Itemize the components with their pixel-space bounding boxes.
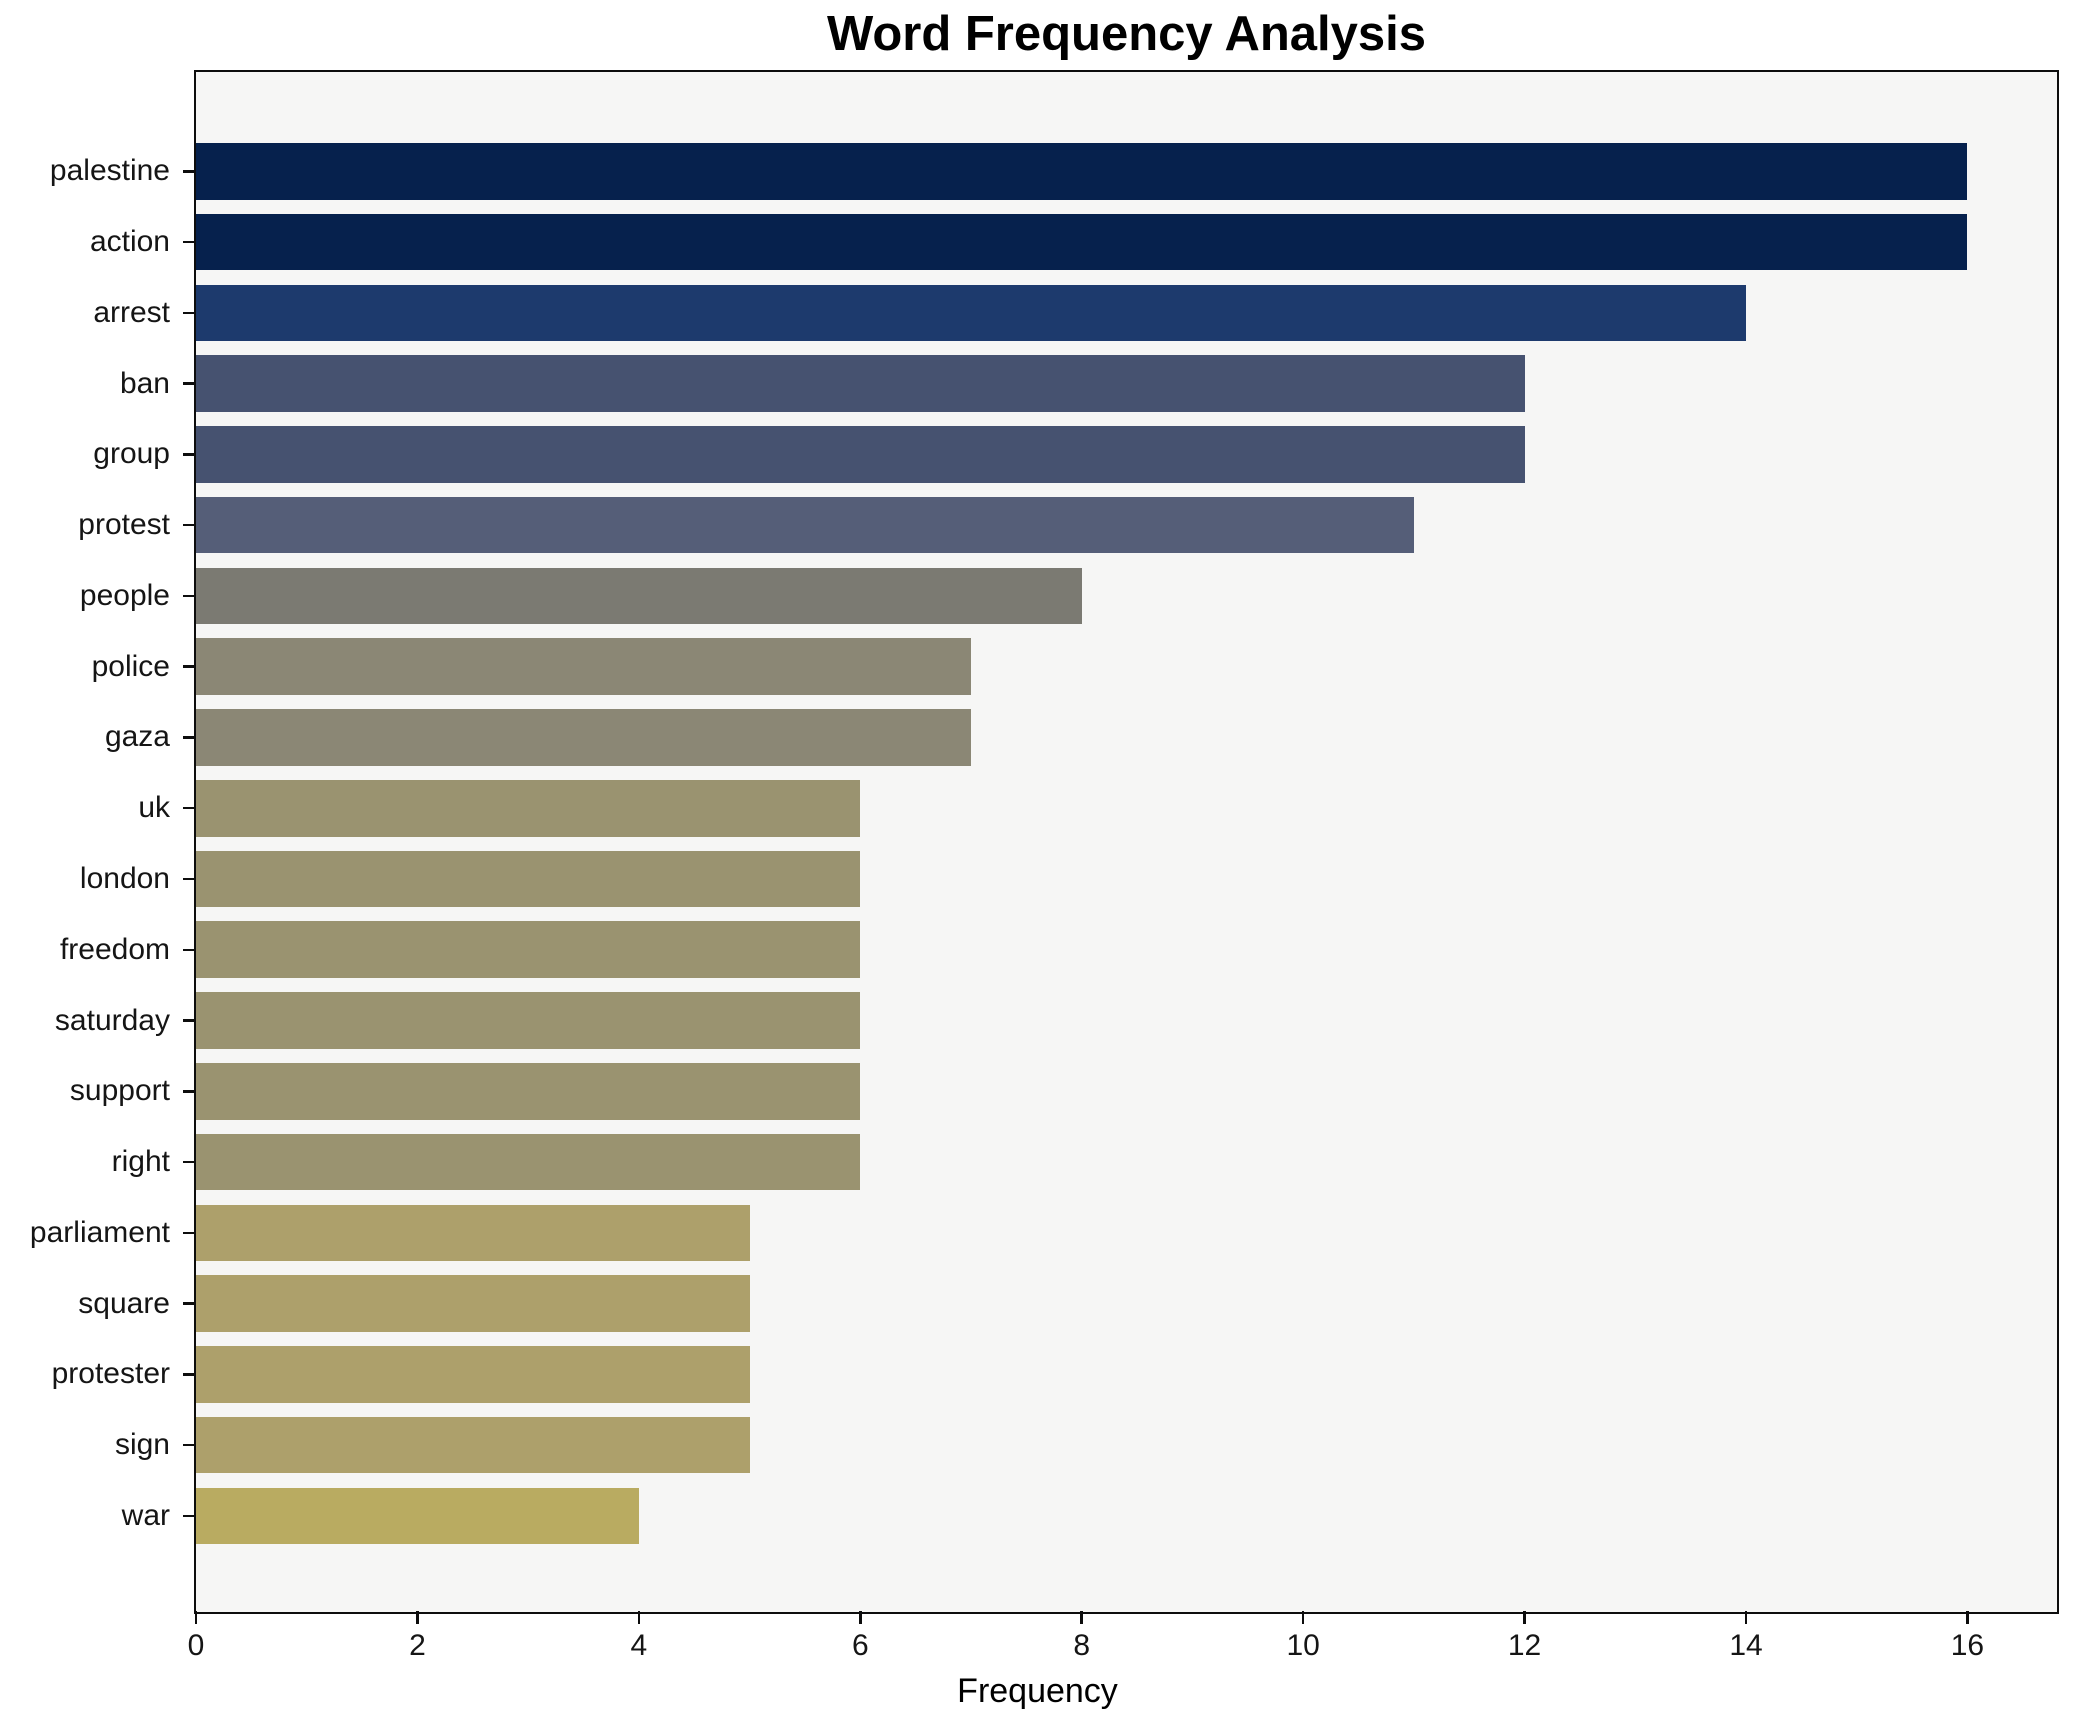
- x-tick-mark: [1080, 1611, 1083, 1624]
- y-tick-mark: [183, 1231, 196, 1235]
- y-tick-label-protest: protest: [78, 508, 170, 542]
- bar-sign: [196, 1416, 750, 1474]
- y-tick-label-protester: protester: [51, 1357, 170, 1391]
- y-tick-label-people: people: [79, 578, 170, 612]
- bar-london: [196, 850, 861, 908]
- bar-palestine: [196, 143, 1968, 200]
- y-tick-label-police: police: [91, 649, 170, 683]
- x-tick-mark: [1523, 1611, 1526, 1624]
- y-tick-label-right: right: [111, 1145, 170, 1179]
- y-tick-label-arrest: arrest: [93, 295, 170, 329]
- y-tick-label-uk: uk: [138, 791, 170, 825]
- bar-ban: [196, 355, 1525, 412]
- y-tick-mark: [183, 1373, 196, 1376]
- y-tick-mark: [183, 311, 196, 315]
- y-tick-mark: [183, 665, 196, 668]
- y-tick-label-support: support: [69, 1074, 170, 1108]
- bar-group: [196, 426, 1525, 483]
- y-tick-label-group: group: [93, 437, 170, 471]
- chart-title: Word Frequency Analysis: [826, 7, 1427, 61]
- x-tick-mark: [194, 1611, 198, 1624]
- x-tick-mark: [416, 1611, 419, 1624]
- bar-arrest: [196, 284, 1746, 342]
- bar-action: [196, 213, 1968, 271]
- y-tick-mark: [183, 1160, 196, 1164]
- x-tick-label-10: 10: [1286, 1629, 1320, 1662]
- x-tick-mark: [1966, 1611, 1969, 1624]
- y-tick-mark: [183, 877, 196, 881]
- x-tick-label-6: 6: [851, 1629, 869, 1662]
- y-tick-mark: [183, 523, 196, 527]
- y-tick-label-war: war: [121, 1498, 170, 1532]
- bar-uk: [196, 779, 861, 837]
- y-tick-label-sign: sign: [114, 1428, 170, 1462]
- x-tick-mark: [1301, 1611, 1305, 1624]
- y-tick-label-square: square: [78, 1286, 170, 1320]
- bar-police: [196, 638, 971, 695]
- y-tick-label-parliament: parliament: [29, 1215, 170, 1249]
- x-tick-label-16: 16: [1950, 1629, 1985, 1662]
- x-tick-label-2: 2: [409, 1629, 426, 1662]
- bar-gaza: [196, 709, 971, 766]
- y-tick-mark: [183, 240, 196, 244]
- bar-freedom: [196, 921, 861, 979]
- y-tick-label-freedom: freedom: [59, 932, 170, 966]
- x-tick-label-12: 12: [1507, 1629, 1542, 1662]
- x-tick-mark: [1744, 1611, 1748, 1624]
- y-tick-mark: [183, 453, 196, 456]
- y-tick-mark: [183, 382, 196, 385]
- y-tick-mark: [183, 736, 196, 739]
- y-tick-mark: [183, 948, 196, 952]
- y-tick-label-gaza: gaza: [104, 720, 170, 754]
- bar-support: [196, 1063, 861, 1120]
- bar-parliament: [196, 1204, 750, 1262]
- y-tick-mark: [183, 1090, 196, 1093]
- x-tick-label-0: 0: [187, 1629, 205, 1662]
- plot-area: palestine action arrest ban group protest peop…: [30, 70, 2059, 1661]
- y-tick-label-london: london: [79, 862, 170, 895]
- y-tick-label-action: action: [89, 225, 170, 259]
- y-tick-label-saturday: saturday: [54, 1003, 170, 1037]
- y-tick-mark: [183, 1302, 196, 1305]
- y-tick-mark: [183, 1019, 196, 1022]
- y-tick-mark: [183, 594, 196, 598]
- y-tick-label-palestine: palestine: [49, 154, 170, 188]
- x-axis-title: Frequency: [957, 1672, 1118, 1710]
- bar-right: [196, 1133, 861, 1191]
- y-tick-mark: [183, 1443, 196, 1447]
- y-tick-label-ban: ban: [119, 366, 170, 400]
- bar-protester: [196, 1346, 750, 1403]
- x-tick-label-4: 4: [630, 1629, 648, 1662]
- y-tick-mark: [183, 806, 196, 810]
- bar-war: [196, 1487, 639, 1545]
- y-tick-mark: [183, 1514, 196, 1518]
- bar-people: [196, 567, 1082, 625]
- y-tick-mark: [183, 170, 196, 173]
- bar-square: [196, 1275, 750, 1332]
- x-tick-label-8: 8: [1073, 1629, 1091, 1662]
- x-tick-mark: [859, 1611, 862, 1624]
- x-tick-mark: [637, 1611, 641, 1624]
- bar-protest: [196, 496, 1414, 554]
- bar-saturday: [196, 992, 861, 1049]
- x-tick-label-14: 14: [1729, 1629, 1763, 1662]
